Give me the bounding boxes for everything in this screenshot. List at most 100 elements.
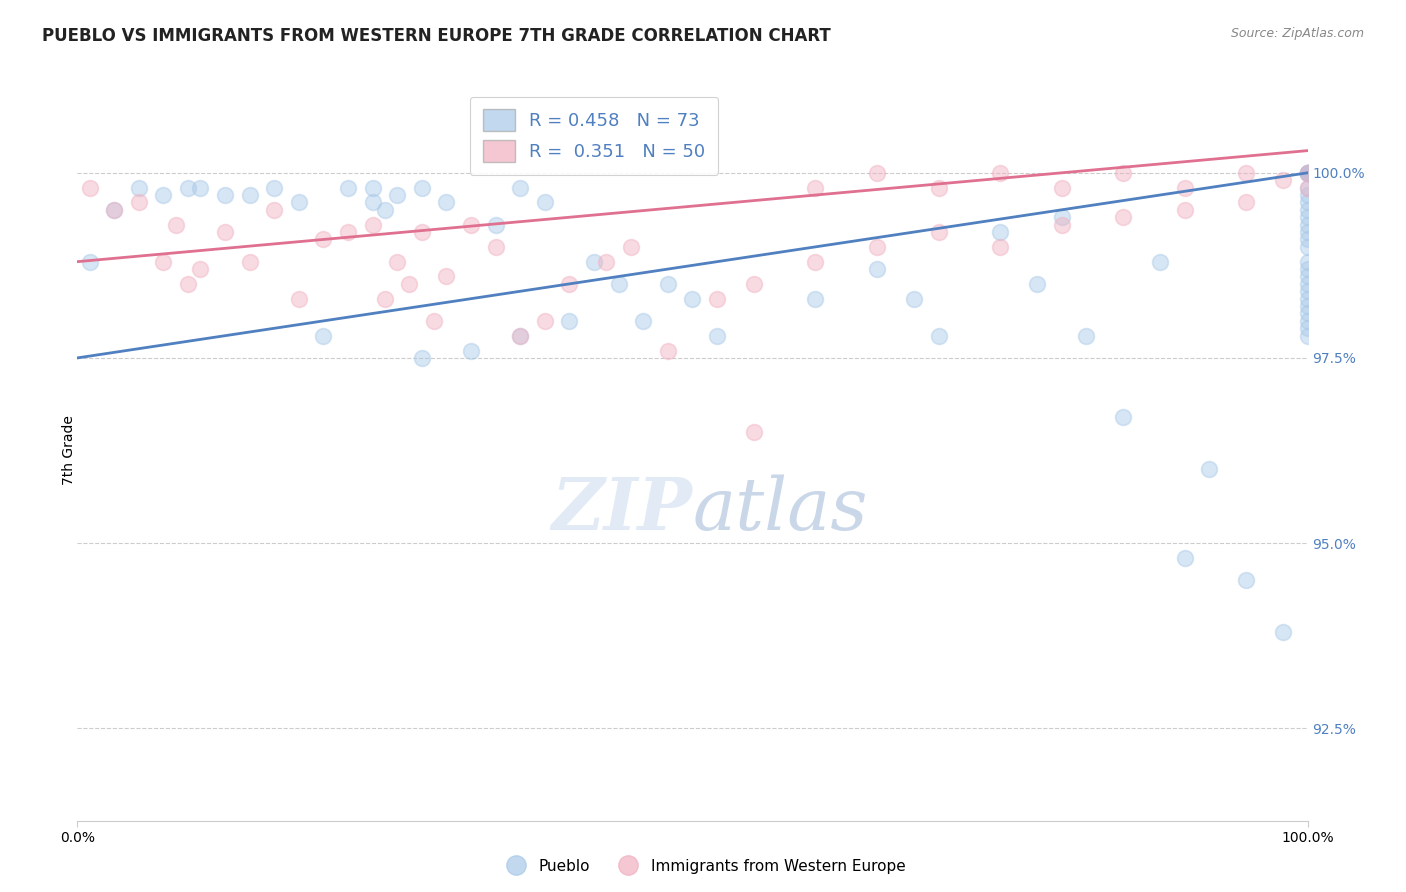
Point [337,180,360,194]
Point [411,351,433,365]
Point [1296,262,1319,277]
Point [1296,166,1319,180]
Point [1050,211,1073,225]
Point [214,188,236,202]
Point [607,277,630,291]
Y-axis label: 7th Grade: 7th Grade [62,416,76,485]
Point [165,218,187,232]
Point [1296,166,1319,180]
Point [1296,166,1319,180]
Point [460,343,482,358]
Point [1296,211,1319,225]
Point [928,180,950,194]
Point [1174,202,1197,217]
Point [706,292,728,306]
Point [1296,166,1319,180]
Point [595,254,617,268]
Point [1149,254,1171,268]
Point [620,240,643,254]
Point [633,314,655,328]
Point [423,314,446,328]
Point [1296,202,1319,217]
Point [1026,277,1049,291]
Point [485,218,508,232]
Point [436,269,458,284]
Point [1296,285,1319,299]
Point [188,180,212,194]
Point [361,218,384,232]
Point [1296,166,1319,180]
Point [411,225,433,239]
Point [682,292,704,306]
Point [534,195,557,210]
Point [1296,166,1319,180]
Point [460,218,482,232]
Point [214,225,236,239]
Point [1296,218,1319,232]
Point [742,425,765,439]
Point [1296,269,1319,284]
Point [706,328,728,343]
Point [1112,166,1135,180]
Legend: R = 0.458   N = 73, R =  0.351   N = 50: R = 0.458 N = 73, R = 0.351 N = 50 [470,96,718,175]
Point [1296,225,1319,239]
Point [583,254,606,268]
Point [312,232,335,246]
Point [1296,277,1319,291]
Point [374,202,396,217]
Point [263,202,285,217]
Legend: Pueblo, Immigrants from Western Europe: Pueblo, Immigrants from Western Europe [494,853,912,880]
Point [657,277,679,291]
Point [1296,254,1319,268]
Point [1296,180,1319,194]
Point [361,180,384,194]
Point [928,225,950,239]
Point [79,254,101,268]
Point [239,254,262,268]
Point [1296,166,1319,180]
Point [288,292,311,306]
Point [1296,328,1319,343]
Text: ZIP: ZIP [551,475,693,545]
Point [1296,166,1319,180]
Point [1112,410,1135,425]
Point [288,195,311,210]
Point [1174,550,1197,565]
Point [177,277,200,291]
Point [103,202,125,217]
Point [804,292,827,306]
Point [988,166,1011,180]
Point [361,195,384,210]
Point [1296,180,1319,194]
Point [263,180,285,194]
Point [385,254,409,268]
Text: atlas: atlas [693,475,868,545]
Point [411,180,433,194]
Point [1198,462,1220,476]
Point [152,188,174,202]
Point [1234,573,1257,587]
Point [509,328,531,343]
Point [1296,306,1319,320]
Point [128,180,150,194]
Point [928,328,950,343]
Point [1296,240,1319,254]
Point [1076,328,1098,343]
Point [1174,180,1197,194]
Point [398,277,420,291]
Point [742,277,765,291]
Point [903,292,925,306]
Point [103,202,125,217]
Point [1296,314,1319,328]
Point [1296,292,1319,306]
Point [79,180,101,194]
Point [1296,166,1319,180]
Point [1050,218,1073,232]
Point [1272,624,1295,639]
Point [128,195,150,210]
Point [1272,173,1295,187]
Point [239,188,262,202]
Point [988,225,1011,239]
Point [485,240,508,254]
Point [374,292,396,306]
